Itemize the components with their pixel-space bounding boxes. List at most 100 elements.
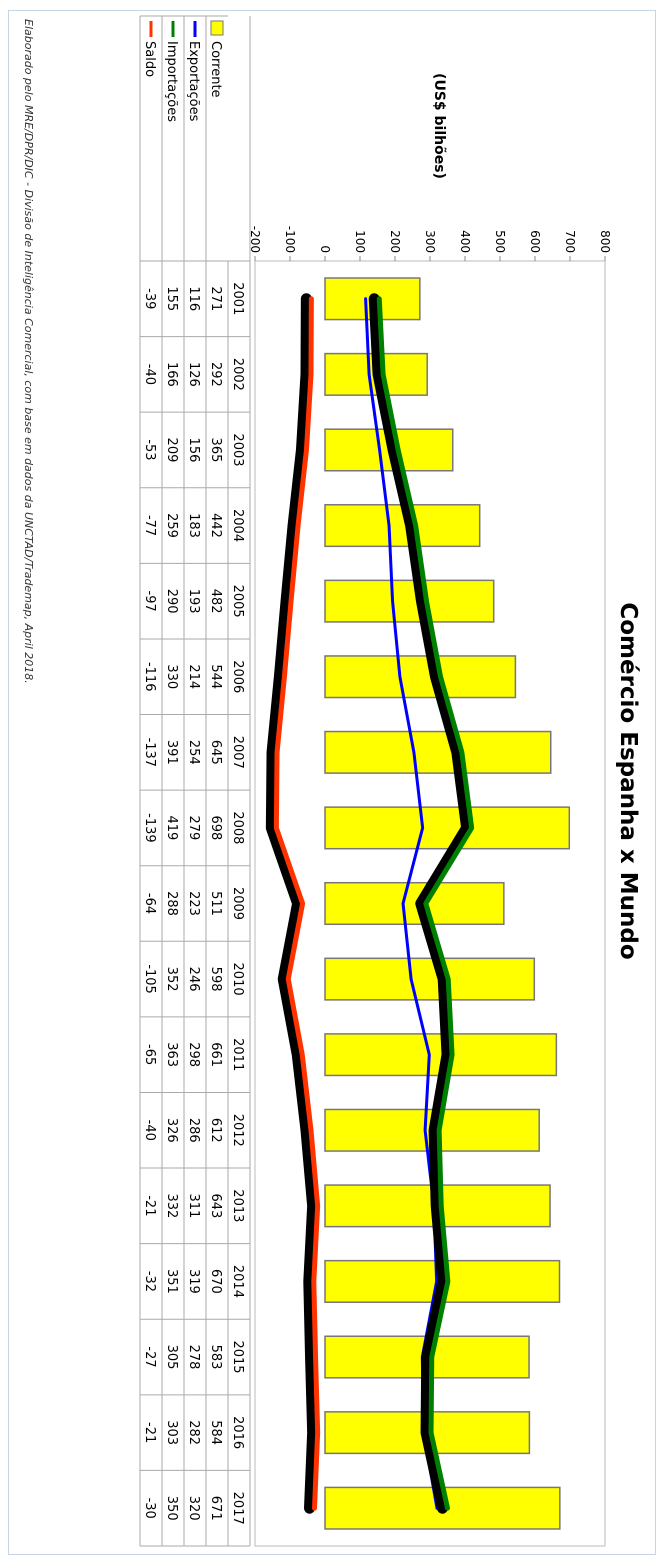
table-year: 2007 (230, 736, 245, 769)
line-shadow (265, 293, 319, 1514)
table-value: 661 (208, 1042, 223, 1067)
table-value: 305 (164, 1345, 179, 1370)
table-value: 166 (164, 362, 179, 387)
table-year: 2012 (230, 1114, 245, 1147)
table-year: 2011 (230, 1038, 245, 1071)
table-year: 2005 (230, 585, 245, 618)
table-value: 259 (164, 513, 179, 538)
table-value: -39 (142, 288, 157, 309)
table-value: 214 (186, 664, 201, 689)
table-value: 332 (164, 1193, 179, 1218)
table-value: 298 (186, 1042, 201, 1067)
table-value: 292 (208, 362, 223, 387)
table-value: -65 (142, 1044, 157, 1065)
table-value: -27 (142, 1346, 157, 1367)
table-year: 2014 (230, 1265, 245, 1298)
table-value: 246 (186, 967, 201, 992)
table-year: 2001 (230, 282, 245, 315)
table-value: 419 (164, 815, 179, 840)
table-value: 612 (208, 1118, 223, 1143)
table-year: 2004 (230, 509, 245, 542)
legend-label: Exportações (186, 41, 201, 122)
table-value: -137 (142, 738, 157, 768)
table-value: 645 (208, 740, 223, 765)
table-value: 286 (186, 1118, 201, 1143)
table-value: -32 (142, 1271, 157, 1292)
table-value: -40 (142, 364, 157, 385)
table-value: 209 (164, 438, 179, 463)
bar-corrente (324, 957, 536, 1001)
data-table: 2001 2002 2003 2004 2005 2006 2007 2008 2009 2010… (139, 15, 251, 1547)
table-year: 2009 (230, 887, 245, 920)
table-value: 330 (164, 664, 179, 689)
table-value: 350 (164, 1496, 179, 1521)
table-value: -116 (142, 662, 157, 692)
table-value: 282 (186, 1420, 201, 1445)
table-value: 279 (186, 815, 201, 840)
footnote: Elaborado pelo MRE/DPR/DIC - Divisão de … (22, 19, 35, 684)
table-value: -139 (142, 813, 157, 843)
y-tick-label: 500 (493, 230, 507, 253)
table-year: 2013 (230, 1189, 245, 1222)
table-value: 482 (208, 589, 223, 614)
table-value: 254 (186, 740, 201, 765)
table-value: 320 (186, 1496, 201, 1521)
y-tick-label: 800 (598, 230, 612, 253)
table-value: 583 (208, 1345, 223, 1370)
table-year: 2003 (230, 433, 245, 466)
table-value: 193 (186, 589, 201, 614)
table-value: 584 (208, 1420, 223, 1445)
table-value: 156 (186, 438, 201, 463)
y-tick-label: 700 (563, 230, 577, 253)
table-year: 2002 (230, 358, 245, 391)
table-value: 290 (164, 589, 179, 614)
table-year: 2017 (230, 1492, 245, 1525)
table-value: 319 (186, 1269, 201, 1294)
table-value: -30 (142, 1498, 157, 1519)
table-year: 2008 (230, 811, 245, 844)
legend-label: Importações (164, 41, 179, 122)
table-year: 2006 (230, 660, 245, 693)
legend-label: Corrente (208, 41, 223, 98)
line-saldo (273, 296, 321, 1511)
table-value: 155 (164, 286, 179, 311)
table-value: 643 (208, 1193, 223, 1218)
y-tick-label: 0 (318, 245, 332, 253)
table-value: 288 (164, 891, 179, 916)
table-value: 183 (186, 513, 201, 538)
table-value: 442 (208, 513, 223, 538)
table-year: 2015 (230, 1340, 245, 1373)
line-shadow (368, 293, 473, 1514)
table-value: -21 (142, 1422, 157, 1443)
table-value: 511 (208, 891, 223, 916)
table-value: 391 (164, 740, 179, 765)
table-value: 351 (164, 1269, 179, 1294)
chart-subtitle: (US$ bilhões) (431, 73, 447, 179)
bar-corrente (324, 806, 571, 850)
table-value: 223 (186, 891, 201, 916)
table-value: 303 (164, 1420, 179, 1445)
chart-title: Comércio Espanha x Mundo (615, 602, 641, 959)
bar-corrente (324, 881, 505, 926)
y-axis: -200 -100 0 100 200 300 400 500 600 700 800 (248, 226, 612, 261)
chart-frame: Comércio Espanha x Mundo (US$ bilhões) -… (8, 10, 656, 1555)
table-value: 116 (186, 286, 201, 311)
table-value: 278 (186, 1345, 201, 1370)
bar-corrente (324, 730, 552, 774)
rotated-chart: Comércio Espanha x Mundo (US$ bilhões) -… (9, 11, 655, 1552)
table-value: 698 (208, 815, 223, 840)
table-value: -77 (142, 515, 157, 536)
table-value: 326 (164, 1118, 179, 1143)
table-value: 352 (164, 967, 179, 992)
table-value: 363 (164, 1042, 179, 1067)
chart-svg: Comércio Espanha x Mundo (US$ bilhões) -… (22, 15, 641, 1547)
y-tick-label: 100 (353, 230, 367, 253)
table-value: -97 (142, 591, 157, 612)
table-year: 2010 (230, 963, 245, 996)
table-value: -53 (142, 439, 157, 460)
table-value: 126 (186, 362, 201, 387)
table-value: -21 (142, 1195, 157, 1216)
table-value: 271 (208, 286, 223, 311)
bar-corrente (324, 655, 517, 699)
table-value: 365 (208, 438, 223, 463)
